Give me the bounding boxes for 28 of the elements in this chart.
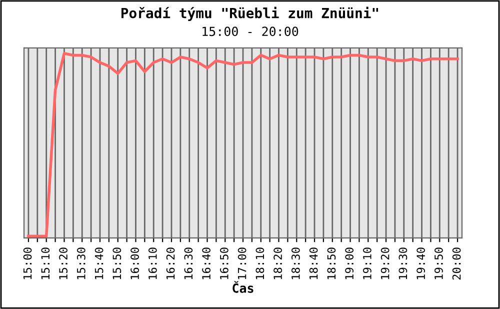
x-tick-label: 19:50 [434, 248, 443, 280]
chart-title: Pořadí týmu "Rüebli zum Znüüni" [121, 6, 378, 21]
x-axis-title: Čas [232, 281, 254, 293]
x-tick-label: 19:30 [398, 248, 408, 280]
x-tick-label: 16:40 [202, 248, 210, 280]
x-tick-label: 16:10 [148, 248, 157, 280]
x-tick-label: 15:50 [112, 248, 122, 280]
x-tick-label: 19:40 [416, 248, 426, 280]
x-tick-label: 16:30 [184, 248, 193, 280]
x-tick-label: 15:20 [59, 248, 68, 280]
x-tick-label: 15:40 [94, 248, 104, 280]
x-tick-label: 19:20 [380, 248, 390, 280]
x-tick-label: 15:00 [23, 248, 32, 280]
x-tick-label: 18:40 [309, 248, 318, 280]
x-tick-label: 18:10 [256, 248, 264, 280]
x-tick-label: 16:20 [166, 248, 175, 280]
x-tick-label: 18:30 [291, 248, 300, 280]
x-tick-label: 15:30 [76, 248, 86, 280]
x-tick-label: 16:50 [220, 248, 228, 280]
x-tick-label: 19:00 [345, 248, 354, 280]
chart-subtitle: 15:00 - 20:00 [202, 26, 298, 36]
x-tick-label: 15:10 [41, 248, 50, 280]
x-tick-label: 19:10 [362, 248, 372, 280]
x-tick-label: 17:00 [238, 248, 246, 280]
x-tick-label: 20:00 [452, 248, 461, 280]
x-tick-label: 16:00 [130, 248, 139, 280]
x-tick-label: 18:50 [327, 248, 336, 280]
x-tick-label: 18:20 [274, 248, 282, 280]
